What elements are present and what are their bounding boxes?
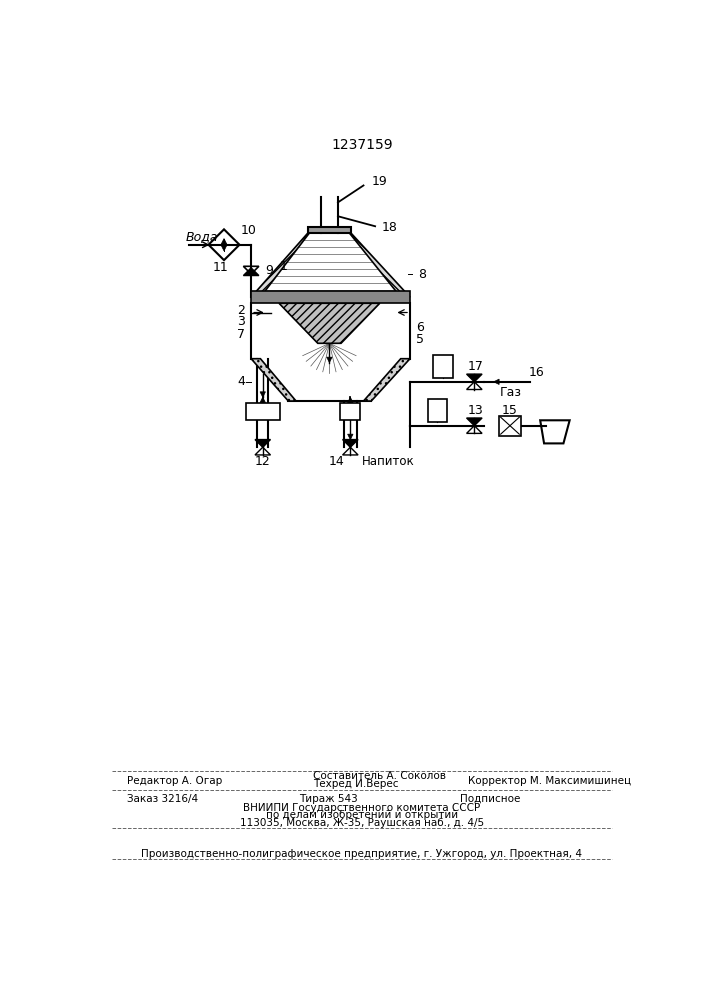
Text: 19: 19 bbox=[371, 175, 387, 188]
Text: 2: 2 bbox=[237, 304, 245, 317]
Text: Производственно-полиграфическое предприятие, г. Ужгород, ул. Проектная, 4: Производственно-полиграфическое предприя… bbox=[141, 849, 583, 859]
Text: Напиток: Напиток bbox=[362, 455, 415, 468]
Text: 17: 17 bbox=[468, 360, 484, 373]
Text: 1: 1 bbox=[280, 260, 288, 273]
Polygon shape bbox=[221, 246, 227, 251]
Text: 18: 18 bbox=[381, 221, 397, 234]
Polygon shape bbox=[260, 397, 265, 403]
Polygon shape bbox=[255, 440, 271, 447]
Bar bbox=[246, 403, 280, 420]
Bar bbox=[308, 227, 351, 233]
Polygon shape bbox=[327, 357, 332, 363]
Text: 14: 14 bbox=[329, 455, 344, 468]
Text: 10: 10 bbox=[241, 224, 257, 237]
Text: 8: 8 bbox=[418, 267, 426, 280]
Polygon shape bbox=[279, 303, 380, 343]
Text: 1237159: 1237159 bbox=[331, 138, 393, 152]
Bar bbox=[340, 403, 361, 420]
Polygon shape bbox=[348, 397, 353, 403]
Polygon shape bbox=[343, 440, 358, 447]
Polygon shape bbox=[251, 233, 309, 297]
Polygon shape bbox=[349, 233, 410, 297]
Polygon shape bbox=[251, 359, 296, 401]
Polygon shape bbox=[493, 379, 499, 384]
Text: 13: 13 bbox=[468, 404, 484, 417]
Text: 5: 5 bbox=[416, 333, 424, 346]
Text: Вода: Вода bbox=[185, 231, 218, 244]
Bar bbox=[428, 399, 448, 422]
Text: 3: 3 bbox=[237, 315, 245, 328]
Text: Редактор А. Огар: Редактор А. Огар bbox=[127, 776, 223, 786]
Polygon shape bbox=[221, 239, 227, 244]
Text: 7: 7 bbox=[237, 328, 245, 341]
Polygon shape bbox=[348, 434, 353, 440]
Polygon shape bbox=[467, 418, 482, 426]
Polygon shape bbox=[363, 359, 410, 401]
Text: 16: 16 bbox=[528, 366, 544, 379]
Text: Составитель А. Соколов: Составитель А. Соколов bbox=[313, 771, 446, 781]
Text: 4: 4 bbox=[237, 375, 245, 388]
Polygon shape bbox=[467, 374, 482, 382]
Text: Подписное: Подписное bbox=[460, 794, 521, 804]
Text: ВНИИПИ Государственного комитета СССР: ВНИИПИ Государственного комитета СССР bbox=[243, 803, 481, 813]
Text: 6: 6 bbox=[416, 321, 424, 334]
Text: Тираж 543: Тираж 543 bbox=[299, 794, 358, 804]
Text: Корректор М. Максимишинец: Корректор М. Максимишинец bbox=[468, 776, 631, 786]
Text: 15: 15 bbox=[502, 404, 518, 417]
Text: 9: 9 bbox=[265, 264, 273, 277]
Bar bbox=[433, 355, 452, 378]
Text: Техред И.Верес: Техред И.Верес bbox=[313, 779, 399, 789]
Text: 11: 11 bbox=[212, 261, 228, 274]
Text: Заказ 3216/4: Заказ 3216/4 bbox=[127, 794, 198, 804]
Polygon shape bbox=[243, 268, 259, 276]
Bar bbox=[499, 416, 521, 436]
Text: 113035, Москва, Ж-35, Раушская наб., д. 4/5: 113035, Москва, Ж-35, Раушская наб., д. … bbox=[240, 818, 484, 828]
Bar bbox=[251, 291, 410, 303]
Text: Газ: Газ bbox=[500, 386, 522, 399]
Text: 12: 12 bbox=[255, 455, 271, 468]
Text: по делам изобретений и открытий: по делам изобретений и открытий bbox=[266, 810, 458, 820]
Polygon shape bbox=[260, 392, 265, 397]
